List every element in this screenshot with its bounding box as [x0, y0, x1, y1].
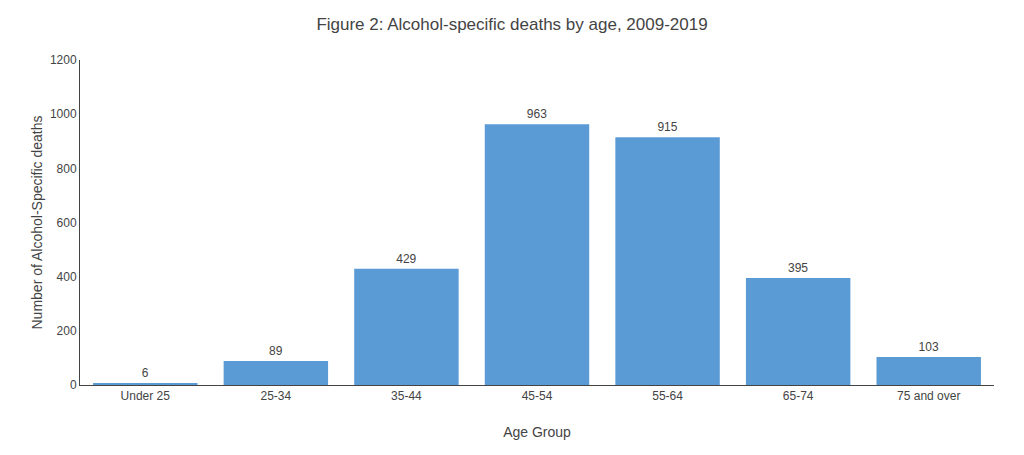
svg-text:89: 89 [269, 344, 283, 358]
svg-text:35-44: 35-44 [391, 389, 422, 403]
svg-text:1000: 1000 [50, 107, 77, 121]
svg-text:915: 915 [657, 120, 677, 134]
svg-text:400: 400 [57, 270, 77, 284]
svg-text:103: 103 [919, 340, 939, 354]
svg-text:Age Group: Age Group [503, 424, 571, 440]
svg-text:Number of Alcohol-Specific dea: Number of Alcohol-Specific deaths [29, 116, 45, 330]
svg-text:45-54: 45-54 [522, 389, 553, 403]
svg-text:6: 6 [142, 366, 149, 380]
svg-text:Under 25: Under 25 [121, 389, 171, 403]
svg-text:200: 200 [57, 324, 77, 338]
svg-text:Figure 2: Alcohol-specific dea: Figure 2: Alcohol-specific deaths by age… [316, 15, 707, 34]
svg-text:963: 963 [527, 107, 547, 121]
svg-text:1200: 1200 [50, 53, 77, 67]
svg-text:25-34: 25-34 [261, 389, 292, 403]
svg-text:55-64: 55-64 [652, 389, 683, 403]
svg-text:65-74: 65-74 [783, 389, 814, 403]
svg-text:75 and over: 75 and over [897, 389, 960, 403]
svg-text:600: 600 [57, 216, 77, 230]
svg-text:800: 800 [57, 162, 77, 176]
svg-text:395: 395 [788, 261, 808, 275]
svg-text:429: 429 [396, 252, 416, 266]
svg-text:0: 0 [70, 378, 77, 392]
